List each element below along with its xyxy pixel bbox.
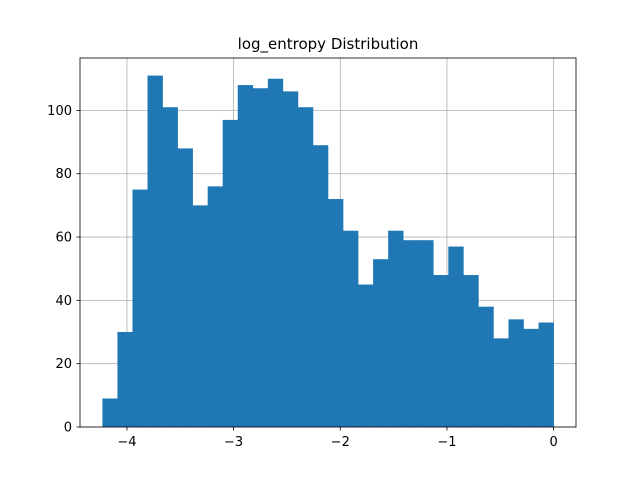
- histogram-bar: [328, 199, 344, 427]
- chart-title: log_entropy Distribution: [238, 35, 419, 54]
- histogram-bar: [403, 240, 419, 427]
- histogram-bar: [358, 284, 374, 427]
- x-tick-label: −2: [331, 435, 350, 450]
- histogram-bar: [538, 322, 554, 427]
- y-tick-label: 20: [55, 357, 72, 372]
- histogram-bar: [222, 119, 239, 427]
- histogram-bar: [343, 230, 359, 427]
- y-axis-ticks: 0 20 40 60 80 100: [47, 104, 80, 436]
- histogram-bar: [312, 145, 329, 427]
- histogram-bars: [102, 75, 554, 428]
- x-tick-label: −1: [437, 435, 456, 450]
- histogram-bar: [282, 91, 299, 427]
- histogram-bar: [508, 319, 524, 427]
- axes: [79, 57, 577, 428]
- histogram-bar: [493, 338, 509, 427]
- y-tick-label: 100: [47, 104, 72, 119]
- histogram-bar: [373, 259, 389, 427]
- histogram-bar: [388, 230, 404, 427]
- histogram-bar: [132, 189, 148, 427]
- histogram-bar: [478, 306, 494, 427]
- x-axis-ticks: −4 −3 −2 −1 0: [117, 427, 558, 450]
- x-tick-label: −4: [117, 435, 136, 450]
- y-tick-label: 0: [64, 421, 72, 436]
- histogram-bar: [448, 246, 464, 427]
- histogram-bar: [252, 88, 269, 427]
- histogram-bar: [418, 240, 434, 427]
- histogram-bar: [147, 75, 163, 428]
- x-tick-label: 0: [549, 435, 557, 450]
- histogram-bar: [237, 85, 254, 428]
- histogram-bar: [463, 275, 479, 427]
- histogram-bar: [162, 107, 178, 427]
- histogram-bar: [117, 332, 133, 427]
- histogram-bar: [523, 328, 539, 427]
- histogram-bar: [207, 186, 224, 427]
- x-tick-label: −3: [224, 435, 243, 450]
- y-tick-label: 80: [55, 167, 72, 182]
- y-tick-label: 40: [55, 294, 72, 309]
- y-tick-label: 60: [55, 231, 72, 246]
- histogram-bar: [267, 78, 284, 427]
- histogram-bar: [102, 398, 118, 427]
- plot-frame: [79, 57, 577, 428]
- histogram-bar: [177, 148, 193, 428]
- histogram-bar: [297, 107, 314, 427]
- histogram-bar: [433, 275, 449, 427]
- histogram-bar: [192, 205, 208, 427]
